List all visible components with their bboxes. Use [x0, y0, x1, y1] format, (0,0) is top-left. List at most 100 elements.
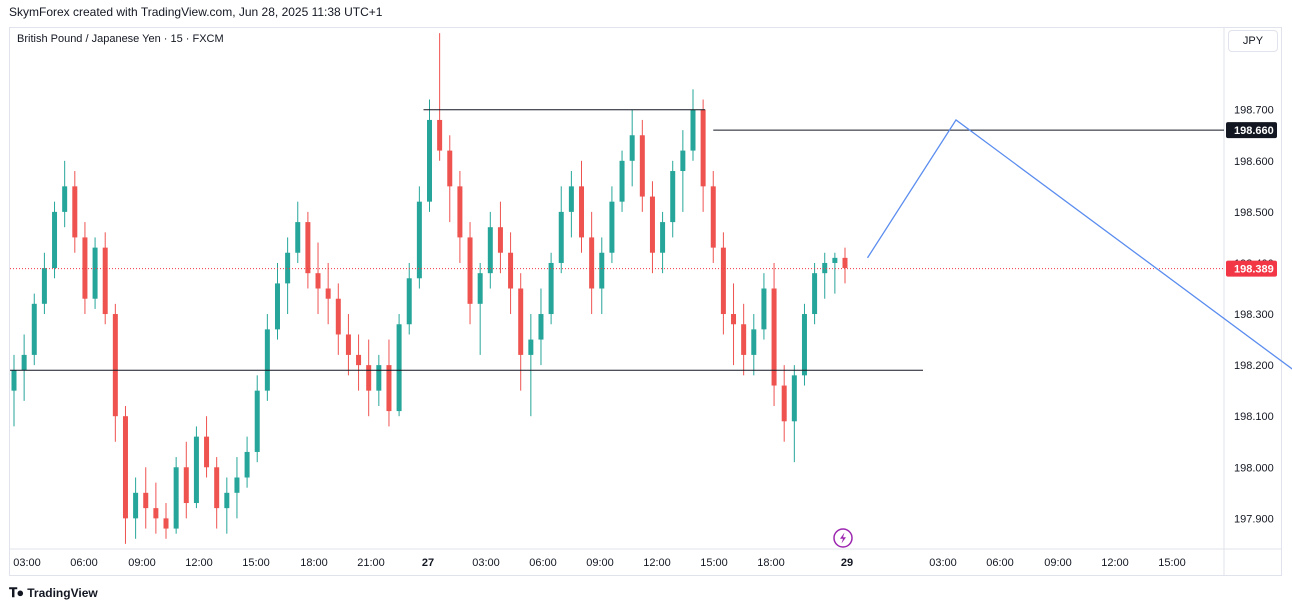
candle [244, 436, 250, 488]
currency-button[interactable]: JPY [1228, 30, 1278, 52]
candle-body [31, 303, 37, 355]
time-tick-label: 12:00 [643, 557, 671, 569]
candle [183, 441, 189, 519]
candle-body [11, 370, 17, 391]
price-axis-ticks: 198.700198.600198.500198.400198.300198.2… [1234, 105, 1274, 526]
candle-body [52, 211, 58, 269]
chart-caption: SkymForex created with TradingView.com, … [9, 5, 383, 19]
level-price-badge: 198.660 [1226, 122, 1277, 139]
candle-body [427, 119, 432, 202]
candle-body [234, 477, 240, 493]
candle [477, 262, 483, 355]
candle [670, 160, 676, 238]
candle-body [72, 186, 78, 238]
candle-body [812, 273, 818, 315]
candle [62, 160, 68, 228]
candle [508, 232, 514, 315]
candle [710, 171, 716, 263]
candle-body [649, 196, 655, 253]
candle-body [295, 222, 301, 253]
candle [274, 262, 280, 340]
candle-body [244, 451, 250, 478]
lightning-icon[interactable] [833, 528, 853, 548]
candle-body [214, 467, 220, 509]
candle [173, 457, 179, 534]
candle [467, 222, 473, 325]
candle [639, 119, 645, 212]
candle-body [781, 385, 787, 422]
price-tick-label: 198.100 [1234, 411, 1274, 423]
last-price-badge-label: 198.389 [1234, 264, 1274, 276]
candle-body [609, 201, 615, 253]
candle-body [153, 508, 159, 519]
candle [751, 314, 757, 376]
candle [609, 186, 615, 263]
candle-body [416, 201, 422, 279]
candle [629, 109, 635, 187]
time-tick-label: 09:00 [128, 557, 156, 569]
candle [345, 314, 351, 376]
candle [427, 99, 432, 212]
candle [518, 273, 524, 391]
candle [781, 365, 787, 442]
price-tick-label: 198.300 [1234, 309, 1274, 321]
candle [548, 252, 554, 325]
candle-body [761, 288, 767, 330]
time-tick-label: 03:00 [13, 557, 41, 569]
candle [599, 237, 605, 315]
candle-body [254, 390, 260, 452]
symbol-legend[interactable]: British Pound / Japanese Yen · 15 · FXCM [17, 33, 224, 45]
candle [122, 405, 128, 544]
candle-body [680, 150, 686, 172]
candle-body [700, 109, 706, 187]
candle-body [437, 119, 443, 151]
candle [731, 283, 737, 366]
candle [21, 334, 27, 401]
candle [832, 252, 838, 294]
candle-body [274, 283, 280, 330]
candles [11, 33, 848, 544]
tradingview-brand[interactable]: 𝐓● TradingView [9, 585, 98, 601]
time-tick-label: 21:00 [357, 557, 385, 569]
candle [204, 416, 210, 478]
candle [589, 211, 595, 315]
candle-body [720, 247, 726, 315]
candle [163, 503, 169, 539]
candle [72, 171, 78, 253]
candle-body [356, 354, 362, 366]
time-tick-label: 09:00 [586, 557, 614, 569]
candle-body [386, 365, 392, 412]
candle [649, 181, 655, 274]
candle-body [538, 314, 544, 340]
price-tick-label: 198.500 [1234, 207, 1274, 219]
candle [558, 186, 564, 274]
candle [376, 354, 382, 406]
candle-body [791, 375, 797, 422]
candle [497, 201, 503, 274]
candle [416, 186, 422, 289]
candle-body [163, 518, 169, 529]
time-tick-label: 15:00 [242, 557, 270, 569]
time-tick-label: 15:00 [1158, 557, 1186, 569]
candle-body [133, 492, 139, 519]
candle-body [731, 314, 737, 325]
candle [457, 171, 463, 263]
candle-body [457, 186, 463, 238]
candle-body [122, 416, 128, 519]
candle-body [406, 278, 412, 325]
candle-body [285, 252, 291, 284]
candle [568, 171, 574, 238]
candle [700, 99, 706, 212]
candle-body [528, 339, 534, 355]
candle-body [568, 186, 574, 212]
candle [842, 247, 848, 284]
chart-frame[interactable] [9, 27, 1282, 576]
candle-body [710, 186, 716, 248]
candle [82, 222, 88, 315]
candle-body [325, 288, 331, 299]
last-price-badge: 198.389 [1226, 260, 1277, 277]
candle [690, 89, 696, 161]
price-badges: 198.660 198.389 [1226, 122, 1277, 277]
candle [366, 339, 372, 417]
